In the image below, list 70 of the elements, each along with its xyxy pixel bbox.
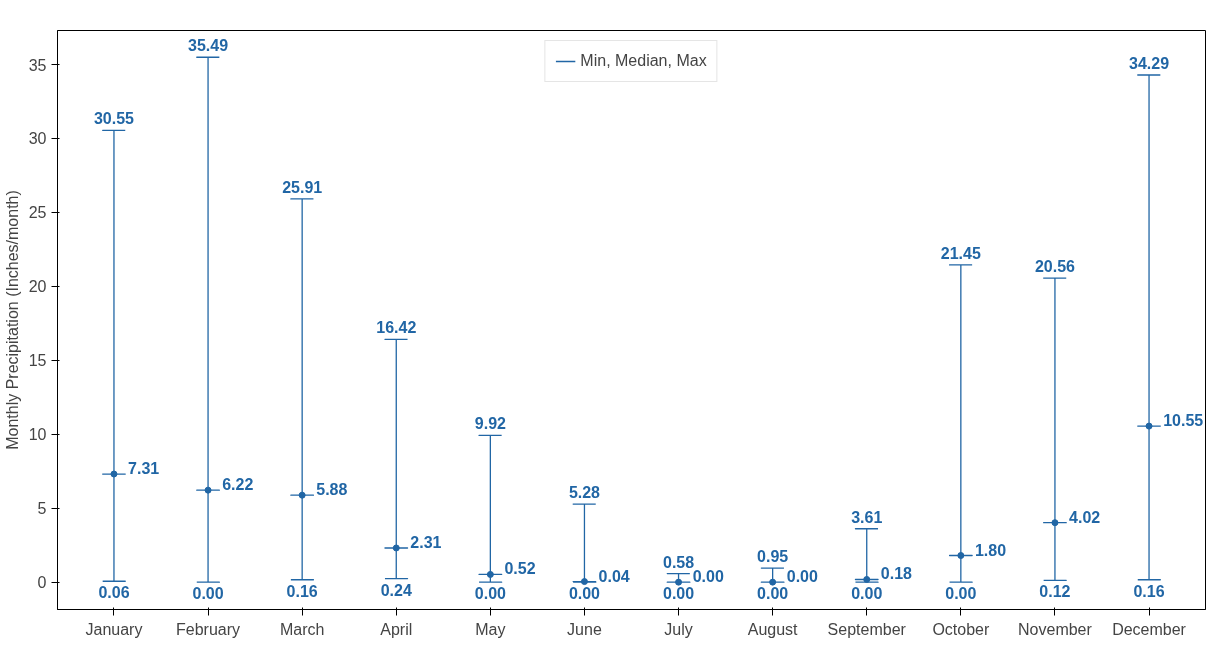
data-label: 0.52 xyxy=(504,560,536,578)
point xyxy=(769,578,777,586)
annotation: 0.24 xyxy=(380,581,412,599)
annotation: 0.00 xyxy=(192,585,224,603)
point xyxy=(204,486,212,494)
x-tick-label: February xyxy=(176,620,241,638)
y-tick-label: 5 xyxy=(37,500,47,518)
annotation: 0.06 xyxy=(98,584,130,602)
annotation: 0.00 xyxy=(474,585,507,603)
annotation: 3.61 xyxy=(851,508,883,526)
point xyxy=(863,575,871,583)
annotation: 0.16 xyxy=(286,582,318,600)
data-label: 6.22 xyxy=(222,476,254,494)
annotation: 20.56 xyxy=(1034,258,1076,276)
data-label: 0.00 xyxy=(786,568,818,586)
x-tick-label: October xyxy=(932,620,990,638)
annotation: 0.00 xyxy=(568,585,601,603)
y-tick-label: 20 xyxy=(28,278,47,296)
data-label: 10.55 xyxy=(1163,412,1204,430)
annotation: 0.12 xyxy=(1039,583,1071,601)
annotation: 21.45 xyxy=(940,244,981,262)
annotation: 9.92 xyxy=(474,415,507,433)
annotation: 25.91 xyxy=(282,178,323,196)
point xyxy=(298,491,306,499)
x-tick-label: April xyxy=(380,620,413,638)
annotation: 34.29 xyxy=(1129,55,1170,73)
y-tick-label: 25 xyxy=(28,204,47,222)
data-label: 7.31 xyxy=(128,460,160,478)
x-tick-label: November xyxy=(1018,620,1093,638)
annotation: 0.00 xyxy=(662,585,695,603)
annotation: 0.58 xyxy=(662,553,695,571)
x-tick-label: December xyxy=(1112,620,1187,638)
annotation: 0.95 xyxy=(757,548,789,566)
x-tick-label: July xyxy=(664,620,693,638)
data-label: 1.80 xyxy=(974,541,1007,559)
data-label: 2.31 xyxy=(410,533,442,551)
point xyxy=(110,470,118,478)
data-label: 0.00 xyxy=(692,568,724,586)
y-tick-label: 10 xyxy=(28,426,47,444)
y-tick-label: 0 xyxy=(37,574,47,592)
annotation: 35.49 xyxy=(188,37,229,55)
annotation: 5.28 xyxy=(568,484,601,502)
x-tick-label: August xyxy=(747,620,799,638)
annotation: 30.55 xyxy=(93,110,135,128)
annotation: 0.16 xyxy=(1133,582,1165,600)
point xyxy=(392,544,400,552)
annotation: 0.00 xyxy=(757,585,789,603)
y-tick-label: 35 xyxy=(28,56,47,74)
data-label: 5.88 xyxy=(316,481,348,499)
x-tick-label: June xyxy=(567,620,602,638)
x-tick-label: May xyxy=(475,620,506,638)
x-tick-label: September xyxy=(827,620,907,638)
data-label: 0.18 xyxy=(880,565,913,583)
point xyxy=(1051,519,1059,527)
point xyxy=(1145,422,1153,430)
x-tick-label: January xyxy=(85,620,143,638)
annotation: 16.42 xyxy=(376,319,417,337)
annotation: 0.00 xyxy=(945,585,977,603)
point xyxy=(675,578,683,586)
point xyxy=(486,570,494,578)
point xyxy=(957,552,965,560)
y-axis-title: Monthly Precipitation (Inches/month) xyxy=(3,190,21,450)
annotation: 0.00 xyxy=(851,585,883,603)
y-tick-label: 15 xyxy=(28,352,47,370)
data-label: 4.02 xyxy=(1069,508,1101,526)
point xyxy=(580,578,588,586)
data-label: 0.04 xyxy=(598,567,630,585)
y-tick-label: 30 xyxy=(28,130,47,148)
legend-label: Min, Median, Max xyxy=(580,52,707,70)
x-tick-label: March xyxy=(279,620,325,638)
